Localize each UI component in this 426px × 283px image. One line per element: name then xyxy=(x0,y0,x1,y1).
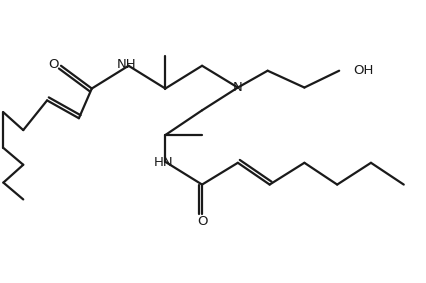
Text: O: O xyxy=(48,58,58,71)
Text: OH: OH xyxy=(353,64,374,77)
Text: NH: NH xyxy=(117,58,136,71)
Text: O: O xyxy=(197,215,207,228)
Text: N: N xyxy=(233,81,243,94)
Text: HN: HN xyxy=(153,156,173,169)
